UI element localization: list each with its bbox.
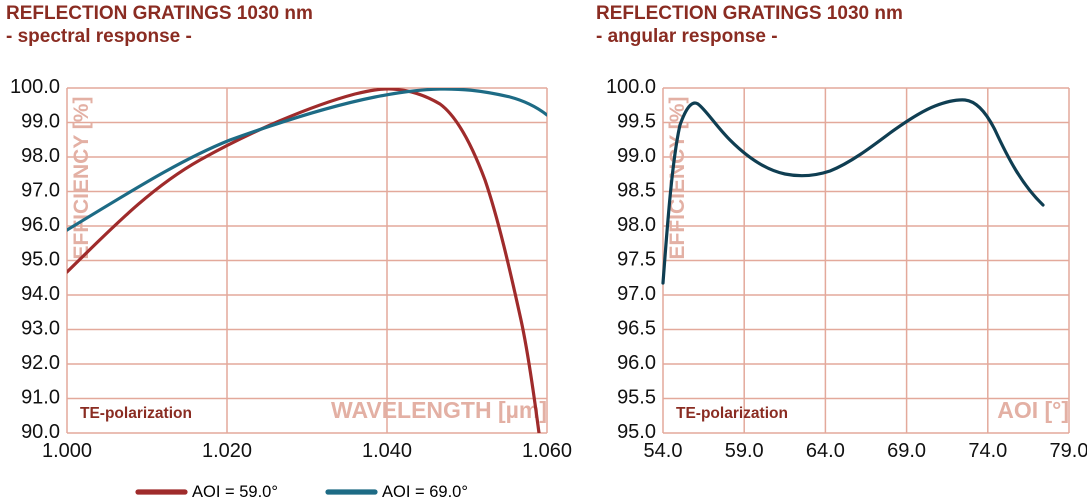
svg-text:99.0: 99.0	[617, 145, 656, 167]
svg-text:- spectral response -: - spectral response -	[6, 26, 192, 47]
svg-text:97.5: 97.5	[617, 249, 656, 271]
svg-text:REFLECTION GRATINGS 1030 nm: REFLECTION GRATINGS 1030 nm	[6, 3, 313, 24]
svg-text:91.0: 91.0	[21, 387, 60, 409]
svg-text:EFFICIENCY [%]: EFFICIENCY [%]	[666, 97, 689, 260]
svg-text:AOI = 69.0°: AOI = 69.0°	[382, 483, 468, 500]
svg-text:64.0: 64.0	[806, 440, 845, 462]
svg-text:97.0: 97.0	[21, 180, 60, 202]
svg-text:59.0: 59.0	[725, 440, 764, 462]
svg-text:99.5: 99.5	[617, 111, 656, 133]
svg-text:98.0: 98.0	[21, 145, 60, 167]
svg-text:79.0: 79.0	[1050, 440, 1087, 462]
svg-text:92.0: 92.0	[21, 352, 60, 374]
svg-text:98.0: 98.0	[617, 214, 656, 236]
svg-text:1.000: 1.000	[42, 440, 92, 462]
svg-text:93.0: 93.0	[21, 318, 60, 340]
svg-text:95.5: 95.5	[617, 387, 656, 409]
svg-text:95.0: 95.0	[21, 249, 60, 271]
svg-text:74.0: 74.0	[968, 440, 1007, 462]
svg-text:AOI = 59.0°: AOI = 59.0°	[192, 483, 278, 500]
svg-text:96.0: 96.0	[21, 214, 60, 236]
svg-text:97.0: 97.0	[617, 283, 656, 305]
svg-text:100.0: 100.0	[10, 76, 60, 98]
svg-text:1.020: 1.020	[202, 440, 252, 462]
svg-text:1.040: 1.040	[362, 440, 412, 462]
svg-text:EFFICIENCY [%]: EFFICIENCY [%]	[70, 97, 93, 260]
svg-text:AOI [°]: AOI [°]	[997, 397, 1069, 423]
svg-text:98.5: 98.5	[617, 180, 656, 202]
svg-text:94.0: 94.0	[21, 283, 60, 305]
svg-text:TE-polarization: TE-polarization	[676, 405, 788, 422]
svg-text:- angular response -: - angular response -	[596, 26, 778, 47]
svg-text:96.0: 96.0	[617, 352, 656, 374]
svg-text:TE-polarization: TE-polarization	[80, 405, 192, 422]
svg-text:99.0: 99.0	[21, 111, 60, 133]
svg-text:WAVELENGTH [µm]: WAVELENGTH [µm]	[331, 397, 547, 423]
svg-text:69.0: 69.0	[887, 440, 926, 462]
svg-text:54.0: 54.0	[644, 440, 683, 462]
svg-text:96.5: 96.5	[617, 318, 656, 340]
svg-text:REFLECTION GRATINGS 1030 nm: REFLECTION GRATINGS 1030 nm	[596, 3, 903, 24]
svg-text:1.060: 1.060	[522, 440, 572, 462]
svg-text:100.0: 100.0	[606, 76, 656, 98]
